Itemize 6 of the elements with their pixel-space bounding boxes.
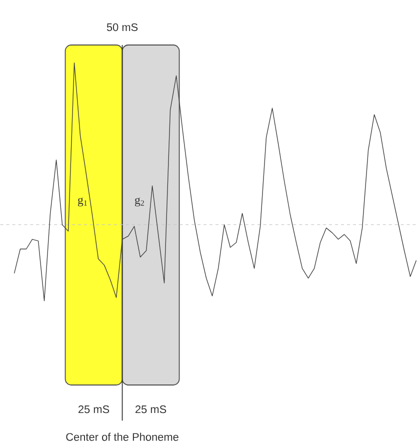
text: 50 mS — [107, 23, 138, 32]
text: 25 mS — [136, 405, 166, 414]
annotation: g$_{1}$ — [78, 198, 88, 206]
annotation: g$_{2}$ — [135, 198, 144, 206]
text: Center of the Phoneme — [66, 432, 179, 441]
text: 25 mS — [78, 405, 110, 414]
